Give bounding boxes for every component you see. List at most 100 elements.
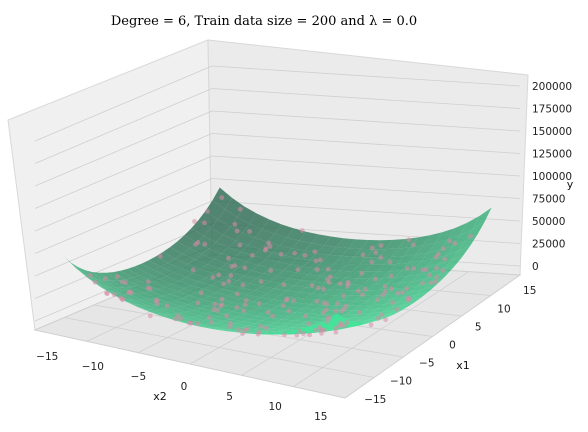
surface-patch [333,326,353,331]
surface-patch [219,263,240,273]
surface-patch [380,311,401,318]
training-point [356,310,362,315]
surface-patch [262,317,282,323]
surface-patch [352,264,372,272]
surface-patch [316,245,337,255]
x-tick-label: −15 [36,351,58,363]
y-tick-label: 15 [523,285,536,297]
surface-patch [385,287,406,295]
x-tick-label: 0 [181,381,188,393]
x-tick-label: −10 [82,361,104,373]
training-points [88,195,473,338]
surface-patch [224,197,245,218]
surface-patch [290,257,310,267]
training-point [420,280,425,286]
surface-patch [472,207,492,230]
training-point [240,331,246,336]
training-point [92,279,98,285]
surface-patch [445,240,466,256]
training-point [321,286,326,292]
surface-patch [246,255,266,266]
training-point [428,280,434,286]
training-point [202,220,207,226]
training-point [224,313,230,319]
surface-patch [288,312,309,318]
x-tick-label: 10 [268,401,281,413]
training-point [295,267,301,272]
training-point [193,242,199,247]
training-point [118,295,124,301]
training-point [335,301,340,306]
surface-patch [350,278,370,285]
surface-patch [201,296,222,303]
training-point [232,221,238,227]
z-tick-label: 175000 [532,104,572,116]
surface-patch [389,300,409,308]
surface-patch [364,264,384,272]
training-point [341,293,346,299]
surface-patch [120,268,140,278]
y-tick-label: 0 [449,340,456,352]
y-tick-label: −10 [390,376,412,388]
training-point [406,237,412,243]
training-point [237,242,243,248]
surface-patch [336,289,356,296]
surface-patch [394,302,415,310]
surface-patch [205,311,225,317]
training-point [212,301,218,307]
side-grid-line [34,155,213,232]
training-point [281,282,287,288]
training-point [258,279,264,284]
surface-patch [84,270,105,281]
z-tick-label: 100000 [532,171,572,183]
surface-patch [376,264,397,272]
training-point [282,332,287,338]
surface-patch [173,306,194,312]
surface-patch [324,313,345,325]
side-grid-line [34,110,213,187]
surface-patch [235,232,255,246]
training-point [205,208,210,214]
training-point [317,324,322,330]
surface-patch [348,239,369,249]
surface-patch [134,263,155,274]
axis-ticks: −15 −10 −5 0 5 10 15 −15 −10 −5 0 5 10 15 0 25000 50000 7… [36,81,572,423]
surface-patch [295,308,316,314]
training-point [209,320,215,325]
surface-patch [336,238,356,249]
floor-grid-line [344,274,521,399]
surface-patch [265,299,286,306]
training-point [270,313,276,319]
training-point [423,267,429,272]
surface-patch [175,298,195,305]
training-point [219,296,225,302]
surface-patch [300,274,321,282]
surface-patch [338,314,358,319]
training-point [307,332,312,338]
training-point [178,316,184,321]
training-point [243,297,249,303]
z-axis-label: y [567,178,574,191]
surface-patch [221,295,241,303]
surface-patch [164,283,185,292]
training-point [164,303,170,309]
surface-patch [170,291,190,299]
surface-patch [102,285,123,295]
training-point [327,315,333,321]
surface-patch [286,320,307,325]
training-point [218,303,223,308]
surface-patch [247,290,268,298]
surface-patch [354,295,374,301]
surface-patch [143,291,163,298]
z-tick-label: 25000 [532,239,565,251]
training-point [211,307,217,312]
surface-patch [267,322,287,327]
training-point [325,277,330,282]
training-point [268,268,274,273]
surface-patch [235,287,255,295]
surface-patch [315,305,335,311]
training-point [234,228,240,234]
surface-patch [184,285,204,293]
surface-patch [191,315,211,320]
surface-patch [304,243,324,253]
